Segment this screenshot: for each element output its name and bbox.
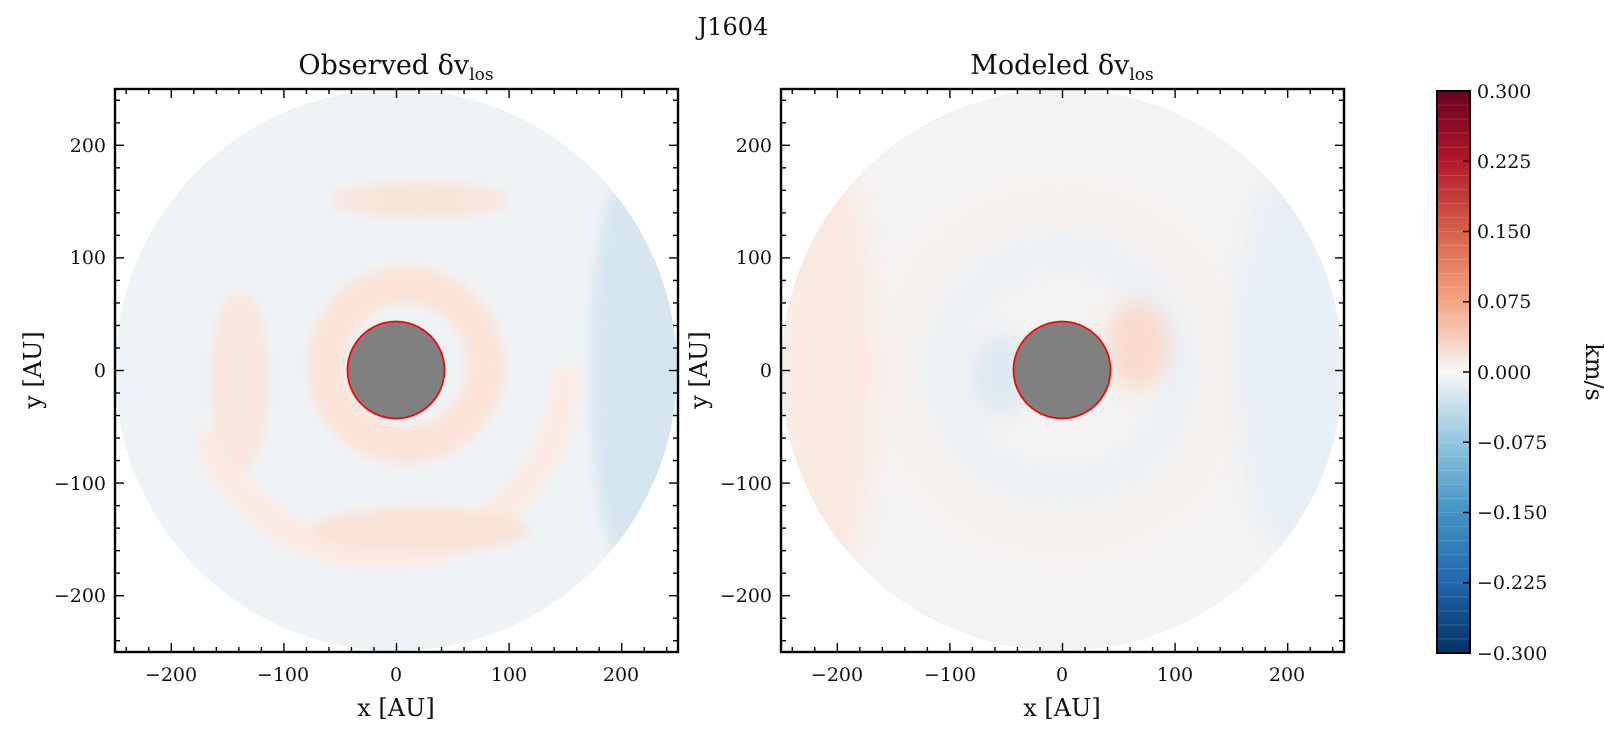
observed-lower-positive-arc xyxy=(310,508,530,552)
observed-ytick-label: −100 xyxy=(54,473,106,495)
observed-upper-positive-arc xyxy=(330,182,510,218)
modeled-east-negative-arc xyxy=(1235,170,1343,550)
colorbar-tick-label: −0.075 xyxy=(1477,432,1547,454)
modeled-negative-ring xyxy=(928,236,1196,504)
modeled-ytick-label: −100 xyxy=(720,473,772,495)
observed-xtick-label: 0 xyxy=(390,664,402,686)
observed-ytick-label: −200 xyxy=(54,585,106,607)
colorbar-ticks xyxy=(1463,90,1470,654)
figure-suptitle: J1604 xyxy=(695,13,769,41)
modeled-ytick-label: 0 xyxy=(760,360,772,382)
modeled-xtick-label: 0 xyxy=(1056,664,1068,686)
modeled-xtick-label: 200 xyxy=(1269,664,1305,686)
modeled-axis-ticks xyxy=(781,89,1344,652)
observed-west-positive-patch xyxy=(210,290,270,470)
colorbar-label: km/s xyxy=(1580,343,1604,401)
panel-observed-title: Observed δvlos xyxy=(298,50,493,85)
observed-inner-mask xyxy=(346,320,446,420)
panel-observed-title-main: Observed δv xyxy=(298,50,470,81)
modeled-xtick-label: −200 xyxy=(811,664,863,686)
observed-ytick-label: 0 xyxy=(94,360,106,382)
panel-modeled-title: Modeled δvlos xyxy=(970,50,1154,85)
modeled-west-negative-lobe xyxy=(972,333,1028,417)
colorbar-tick-label: −0.150 xyxy=(1477,502,1547,524)
observed-xtick-label: −100 xyxy=(257,664,309,686)
panel-observed-title-sub: los xyxy=(469,65,493,85)
modeled-xtick-label: −100 xyxy=(924,664,976,686)
panel-modeled: Modeled δvlos −200 −100 0 100 200 200 10… xyxy=(685,50,1346,722)
modeled-positive-ring xyxy=(880,188,1244,552)
modeled-ytick-label: −200 xyxy=(720,585,772,607)
modeled-ytick-label: 200 xyxy=(736,135,772,157)
colorbar-tick-label: −0.300 xyxy=(1477,643,1547,665)
observed-xtick-label: 200 xyxy=(603,664,639,686)
observed-inner-positive-ring xyxy=(307,266,505,464)
modeled-inner-mask xyxy=(1012,320,1112,420)
observed-ylabel: y [AU] xyxy=(19,331,47,409)
modeled-west-positive-arc xyxy=(785,160,875,580)
panel-observed: Observed δvlos −200 −100 0 100 200 200 1… xyxy=(19,50,680,722)
colorbar-tick-label: −0.225 xyxy=(1477,572,1547,594)
observed-ytick-label: 200 xyxy=(70,135,106,157)
observed-xtick-label: 100 xyxy=(491,664,527,686)
colorbar: 0.300 0.225 0.150 0.075 0.000 −0.075 −0.… xyxy=(1436,81,1604,665)
colorbar-tick-label: 0.300 xyxy=(1477,81,1531,103)
observed-xlabel: x [AU] xyxy=(357,694,434,722)
colorbar-tick-label: 0.150 xyxy=(1477,221,1531,243)
colorbar-tick-label: 0.075 xyxy=(1477,291,1531,313)
observed-xtick-label: −200 xyxy=(145,664,197,686)
observed-axis-ticks xyxy=(115,89,678,652)
panel-modeled-title-main: Modeled δv xyxy=(970,50,1130,81)
modeled-ylabel: y [AU] xyxy=(685,331,713,409)
modeled-xlabel: x [AU] xyxy=(1023,694,1100,722)
modeled-east-positive-lobe xyxy=(1108,300,1168,390)
panel-modeled-title-sub: los xyxy=(1129,65,1153,85)
modeled-ytick-label: 100 xyxy=(736,247,772,269)
observed-ytick-label: 100 xyxy=(70,247,106,269)
colorbar-tick-label: 0.000 xyxy=(1477,362,1531,384)
observed-outer-positive-ring xyxy=(180,170,580,570)
colorbar-tick-label: 0.225 xyxy=(1477,151,1531,173)
modeled-xtick-label: 100 xyxy=(1157,664,1193,686)
